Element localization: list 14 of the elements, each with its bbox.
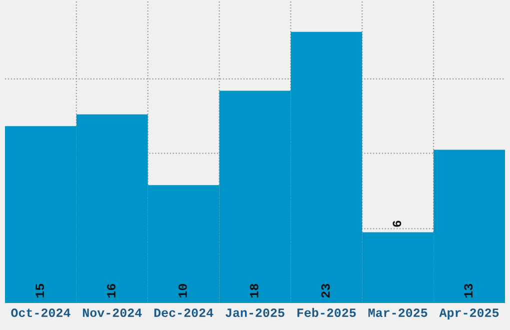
x-tick-label: Apr-2025 xyxy=(439,308,499,320)
data-label: 23 xyxy=(321,284,330,298)
x-tick-label: Nov-2024 xyxy=(82,308,142,318)
data-label: 15 xyxy=(36,284,44,298)
x-tick-label: Dec-2024 xyxy=(154,308,214,318)
x-tick-label: Oct-2024 xyxy=(11,308,70,318)
x-tick-label: Mar-2025 xyxy=(368,308,428,318)
x-tick-label: Feb-2025 xyxy=(297,308,356,318)
data-label: 10 xyxy=(178,284,187,298)
data-label: 16 xyxy=(107,284,116,298)
data-label: 13 xyxy=(464,284,473,298)
data-label: 18 xyxy=(250,284,258,298)
x-tick-label: Jan-2025 xyxy=(226,308,284,318)
data-label: 6 xyxy=(392,220,402,227)
